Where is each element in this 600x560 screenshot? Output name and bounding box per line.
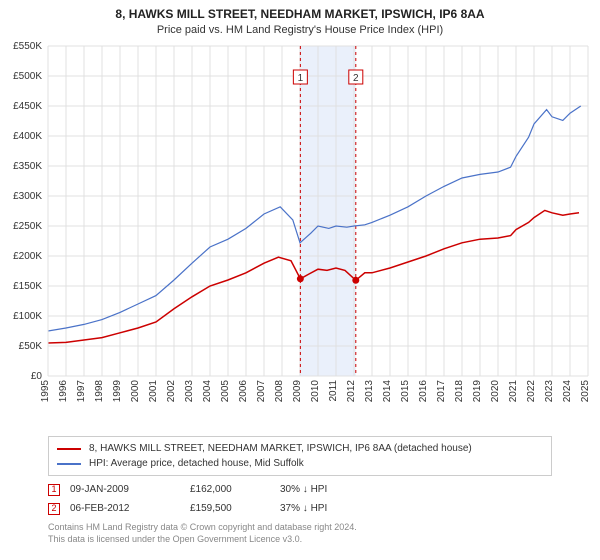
svg-text:£500K: £500K xyxy=(13,71,42,82)
footer-line: This data is licensed under the Open Gov… xyxy=(48,534,552,546)
svg-text:2015: 2015 xyxy=(400,380,411,403)
svg-text:2009: 2009 xyxy=(292,380,303,403)
svg-text:1998: 1998 xyxy=(94,380,105,403)
legend-item-property: 8, HAWKS MILL STREET, NEEDHAM MARKET, IP… xyxy=(57,441,543,456)
svg-text:£50K: £50K xyxy=(19,341,43,352)
sales-table: 1 09-JAN-2009 £162,000 30% ↓ HPI 2 06-FE… xyxy=(48,480,552,518)
svg-text:1: 1 xyxy=(298,73,304,84)
svg-text:1997: 1997 xyxy=(76,380,87,403)
svg-text:2005: 2005 xyxy=(220,380,231,403)
legend-swatch xyxy=(57,463,81,465)
svg-text:£150K: £150K xyxy=(13,281,42,292)
sale-date: 09-JAN-2009 xyxy=(70,480,180,499)
svg-text:2025: 2025 xyxy=(580,380,591,403)
svg-text:2016: 2016 xyxy=(418,380,429,403)
svg-text:£400K: £400K xyxy=(13,131,42,142)
svg-text:£350K: £350K xyxy=(13,161,42,172)
svg-text:1995: 1995 xyxy=(40,380,51,403)
svg-text:2024: 2024 xyxy=(562,380,573,403)
svg-text:2013: 2013 xyxy=(364,380,375,403)
sale-delta: 37% ↓ HPI xyxy=(280,499,380,518)
svg-text:2010: 2010 xyxy=(310,380,321,403)
svg-text:2008: 2008 xyxy=(274,380,285,403)
chart-subtitle: Price paid vs. HM Land Registry's House … xyxy=(0,23,600,38)
svg-text:2007: 2007 xyxy=(256,380,267,403)
svg-text:£450K: £450K xyxy=(13,101,42,112)
svg-text:£300K: £300K xyxy=(13,191,42,202)
svg-text:2004: 2004 xyxy=(202,380,213,403)
svg-text:2: 2 xyxy=(353,73,359,84)
svg-text:£200K: £200K xyxy=(13,251,42,262)
legend-label: 8, HAWKS MILL STREET, NEEDHAM MARKET, IP… xyxy=(89,441,472,456)
svg-text:2018: 2018 xyxy=(454,380,465,403)
svg-text:2000: 2000 xyxy=(130,380,141,403)
svg-text:1996: 1996 xyxy=(58,380,69,403)
footer-line: Contains HM Land Registry data © Crown c… xyxy=(48,522,552,534)
sale-date: 06-FEB-2012 xyxy=(70,499,180,518)
sale-marker-icon: 2 xyxy=(48,503,60,515)
svg-text:2012: 2012 xyxy=(346,380,357,403)
svg-text:2003: 2003 xyxy=(184,380,195,403)
sale-price: £159,500 xyxy=(190,499,270,518)
svg-text:2001: 2001 xyxy=(148,380,159,403)
sale-marker-icon: 1 xyxy=(48,484,60,496)
legend-swatch xyxy=(57,448,81,450)
sale-row: 2 06-FEB-2012 £159,500 37% ↓ HPI xyxy=(48,499,552,518)
chart-area: £0£50K£100K£150K£200K£250K£300K£350K£400… xyxy=(0,40,600,430)
legend-label: HPI: Average price, detached house, Mid … xyxy=(89,456,304,471)
line-chart: £0£50K£100K£150K£200K£250K£300K£350K£400… xyxy=(0,40,600,430)
sale-row: 1 09-JAN-2009 £162,000 30% ↓ HPI xyxy=(48,480,552,499)
svg-text:£100K: £100K xyxy=(13,311,42,322)
svg-text:2023: 2023 xyxy=(544,380,555,403)
svg-text:£250K: £250K xyxy=(13,221,42,232)
svg-text:2014: 2014 xyxy=(382,380,393,403)
svg-text:2020: 2020 xyxy=(490,380,501,403)
svg-text:£550K: £550K xyxy=(13,41,42,52)
svg-text:2002: 2002 xyxy=(166,380,177,403)
sale-delta: 30% ↓ HPI xyxy=(280,480,380,499)
svg-text:2021: 2021 xyxy=(508,380,519,403)
sale-price: £162,000 xyxy=(190,480,270,499)
svg-text:1999: 1999 xyxy=(112,380,123,403)
svg-text:2011: 2011 xyxy=(328,380,339,402)
svg-text:2006: 2006 xyxy=(238,380,249,403)
legend-item-hpi: HPI: Average price, detached house, Mid … xyxy=(57,456,543,471)
chart-title: 8, HAWKS MILL STREET, NEEDHAM MARKET, IP… xyxy=(0,6,600,23)
title-block: 8, HAWKS MILL STREET, NEEDHAM MARKET, IP… xyxy=(0,0,600,40)
footer: Contains HM Land Registry data © Crown c… xyxy=(48,522,552,545)
svg-text:2019: 2019 xyxy=(472,380,483,403)
svg-text:2017: 2017 xyxy=(436,380,447,403)
svg-text:2022: 2022 xyxy=(526,380,537,403)
legend: 8, HAWKS MILL STREET, NEEDHAM MARKET, IP… xyxy=(48,436,552,476)
